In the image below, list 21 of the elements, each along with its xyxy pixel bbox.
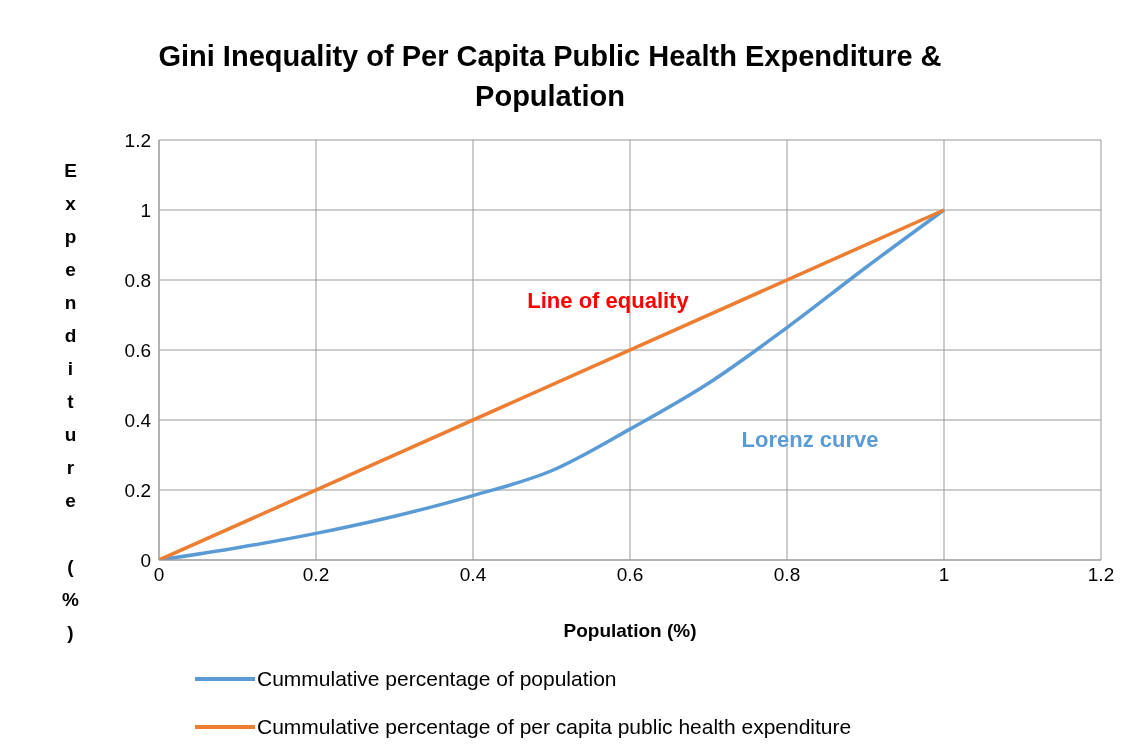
x-tick-label: 0.6 (616, 564, 644, 586)
x-tick-label: 0.2 (302, 564, 330, 586)
legend-label: Cummulative percentage of population (257, 667, 617, 691)
x-tick-label: 1 (938, 564, 950, 586)
y-tick-label: 0.6 (124, 339, 151, 361)
line-series (159, 208, 946, 560)
y-axis-title: Expenditure (%) (59, 160, 81, 657)
annotation: Line of equality (527, 288, 689, 314)
x-tick-label: 0.8 (773, 564, 801, 586)
y-tick-label: 0.4 (124, 409, 152, 431)
x-tick-label: 0.4 (459, 564, 487, 586)
annotation: Lorenz curve (741, 427, 879, 453)
y-tick-label: 1.2 (124, 129, 151, 151)
x-tick-label: 1.2 (1087, 564, 1115, 586)
legend-label: Cummulative percentage of per capita public health expenditure (257, 715, 852, 739)
y-tick-label: 0.2 (124, 479, 151, 501)
chart-title: Gini Inequality of Per Capita Public Health Expenditure & Population (157, 39, 943, 114)
x-axis-title: Population (%) (562, 620, 698, 642)
y-tick-label: 1 (140, 199, 151, 221)
y-tick-label: 0 (140, 549, 151, 571)
y-tick-label: 0.8 (124, 269, 151, 291)
